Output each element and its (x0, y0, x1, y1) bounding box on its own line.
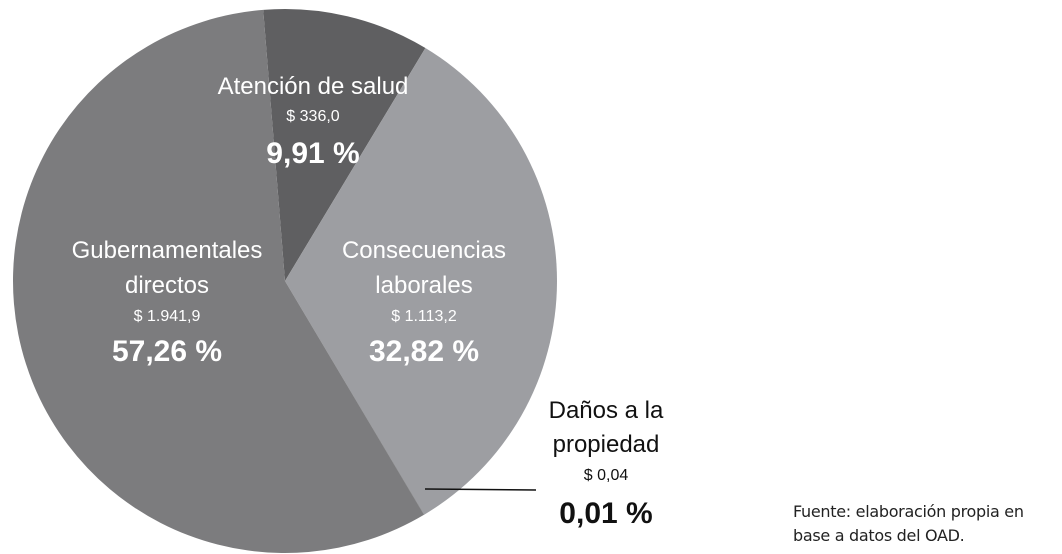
amount-label: $ 1.113,2 (391, 308, 457, 325)
label-line: propiedad (553, 431, 660, 458)
source-note: Fuente: elaboración propia en base a dat… (793, 502, 1024, 545)
leader-line (424, 488, 537, 491)
pie-slice (263, 8, 426, 281)
amount-label: $ 0,04 (584, 467, 629, 484)
value-label: 9,91 % (266, 137, 359, 170)
value-label: 32,82 % (369, 335, 479, 368)
slice-label: Daños a la propiedad (549, 397, 664, 458)
pie-slice (285, 281, 425, 515)
label-line: Consecuencias (342, 237, 506, 264)
slice-label: Gubernamentales directos (72, 237, 263, 299)
slice-label: Atención de salud (218, 73, 409, 100)
label-line: laborales (375, 272, 472, 299)
pie-slice (285, 48, 558, 515)
pie-slice (12, 9, 425, 553)
label-line: Gubernamentales (72, 237, 263, 264)
label-line: Daños a la (549, 397, 664, 424)
value-label: 0,01 % (559, 497, 652, 530)
label-line: Atención de salud (218, 73, 409, 100)
slice-label: Consecuencias laborales (342, 237, 506, 299)
label-line: directos (125, 272, 209, 299)
value-label: 57,26 % (112, 335, 222, 368)
amount-label: $ 336,0 (286, 108, 339, 125)
amount-label: $ 1.941,9 (134, 308, 201, 325)
